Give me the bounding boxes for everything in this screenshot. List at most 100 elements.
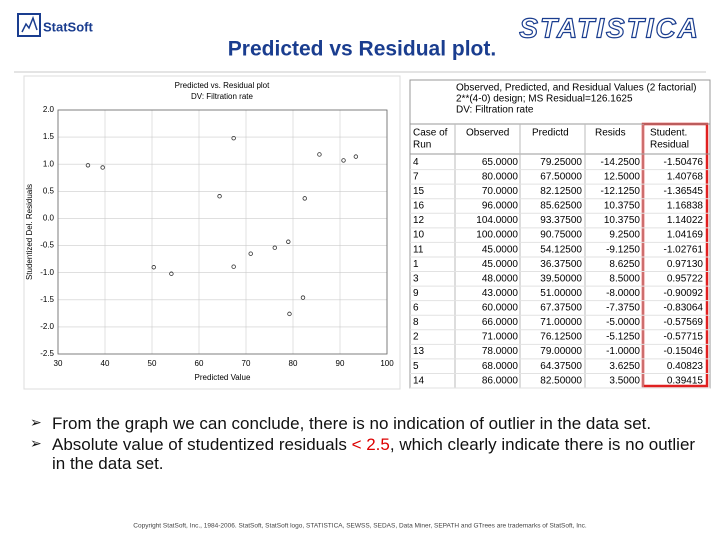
table-cell: 5: [413, 361, 419, 372]
table-cell: -0.90092: [664, 288, 704, 299]
table-cell: 80.0000: [482, 171, 519, 182]
y-tick-label: 2.0: [43, 105, 55, 114]
point: [287, 311, 292, 317]
table-cell: -8.0000: [606, 288, 640, 299]
table-cell: 45.0000: [482, 244, 519, 255]
bullet: From the graph we can conclude, there is…: [30, 414, 710, 433]
table-cell: 0.95722: [667, 273, 704, 284]
point: [100, 165, 105, 170]
logo-icon-line: [21, 15, 38, 33]
table-cell: 1.40768: [667, 171, 704, 182]
table-cell: 2: [413, 332, 419, 343]
table-header: Residual: [650, 140, 689, 151]
x-tick-label: 50: [148, 359, 157, 368]
table-cell: 68.0000: [482, 361, 519, 372]
table-cell: 0.40823: [667, 361, 704, 372]
point: [353, 154, 359, 159]
table-cell: 11: [413, 244, 424, 255]
table-cell: 1.16838: [667, 201, 704, 212]
table-cell: 9.2500: [609, 230, 640, 241]
y-tick-label: -1.5: [40, 295, 54, 304]
bullet-text: From the graph we can conclude, there is…: [52, 414, 652, 433]
table-cell: -1.36545: [664, 186, 704, 197]
table-header: Run: [413, 140, 431, 151]
table-header: Student.: [650, 128, 687, 139]
y-tick-label: 0.5: [43, 186, 55, 195]
table-title: 2**(4-0) design; MS Residual=126.1625: [456, 94, 633, 105]
table-cell: -9.1250: [606, 244, 640, 255]
table-cell: 79.00000: [540, 346, 582, 357]
point: [272, 245, 277, 250]
table-cell: 51.00000: [540, 288, 582, 299]
table-cell: 82.12500: [540, 186, 582, 197]
x-tick-label: 100: [380, 359, 394, 368]
table-cell: -0.57569: [664, 317, 704, 328]
table-cell: 71.00000: [540, 317, 582, 328]
footer: Copyright StatSoft, Inc., 1984-2006. Sta…: [133, 523, 587, 530]
table-cell: 85.62500: [540, 201, 582, 212]
table-cell: 4: [413, 157, 419, 168]
table-cell: 1: [413, 259, 419, 270]
y-tick-label: 1.0: [43, 159, 55, 168]
table-cell: 48.0000: [482, 273, 519, 284]
point: [231, 264, 236, 269]
table-cell: 67.50000: [540, 171, 582, 182]
table-cell: 6: [413, 303, 419, 314]
table-title: Observed, Predicted, and Residual Values…: [456, 83, 697, 94]
slide-title: Predicted vs Residual plot.: [228, 38, 496, 61]
table-header: Resids: [595, 128, 626, 139]
x-axis-label: Predicted Value: [195, 373, 251, 382]
chart-title: Predicted vs. Residual plot: [175, 81, 270, 90]
point: [217, 194, 222, 199]
table-cell: 100.0000: [476, 230, 518, 241]
table-cell: 3.6250: [609, 361, 640, 372]
bullet-text: , which clearly indicate there is no out…: [52, 435, 696, 473]
table-cell: 93.37500: [540, 215, 582, 226]
table-cell: 65.0000: [482, 157, 519, 168]
table-cell: -14.2500: [601, 157, 641, 168]
table-cell: -12.1250: [601, 186, 641, 197]
table-cell: 76.12500: [540, 332, 582, 343]
table-cell: 45.0000: [482, 259, 519, 270]
y-tick-label: 0.0: [43, 214, 55, 223]
point: [286, 239, 291, 244]
table-cell: -0.15046: [664, 346, 704, 357]
x-tick-label: 70: [242, 359, 251, 368]
table-cell: 3.5000: [609, 375, 640, 386]
chart-subtitle: DV: Filtration rate: [191, 92, 253, 101]
table-cell: 79.25000: [540, 157, 582, 168]
point: [231, 135, 236, 141]
table-cell: -5.1250: [606, 332, 640, 343]
table-cell: 3: [413, 273, 419, 284]
table-header: Observed: [466, 128, 509, 139]
bullet-text: < 2.5: [351, 435, 390, 454]
chart-frame: [23, 75, 401, 390]
point: [85, 163, 91, 168]
y-axis-label: Studentized Del. Residuals: [25, 184, 34, 280]
y-tick-label: -0.5: [40, 241, 54, 250]
table-cell: 8.5000: [609, 273, 640, 284]
table-cell: 13: [413, 346, 425, 357]
y-tick-label: 1.5: [43, 132, 55, 141]
plot-border: [57, 109, 388, 355]
table-cell: 1.14022: [667, 215, 704, 226]
table-cell: 71.0000: [482, 332, 519, 343]
point: [302, 196, 307, 201]
table-cell: 12: [413, 215, 425, 226]
x-tick-label: 40: [101, 359, 110, 368]
table-cell: 60.0000: [482, 303, 519, 314]
table-cell: 9: [413, 288, 419, 299]
point: [341, 158, 346, 163]
bullet-text: Absolute value of studentized residuals: [52, 435, 352, 454]
table-cell: 7: [413, 171, 419, 182]
table-cell: 10.3750: [604, 201, 641, 212]
table-cell: 12.5000: [604, 171, 641, 182]
table-cell: -1.50476: [664, 157, 704, 168]
table-cell: 64.37500: [540, 361, 582, 372]
table-cell: 14: [413, 375, 425, 386]
bullets: From the graph we can conclude, there is…: [30, 414, 710, 475]
x-tick-label: 60: [195, 359, 204, 368]
table-cell: -1.0000: [606, 346, 640, 357]
